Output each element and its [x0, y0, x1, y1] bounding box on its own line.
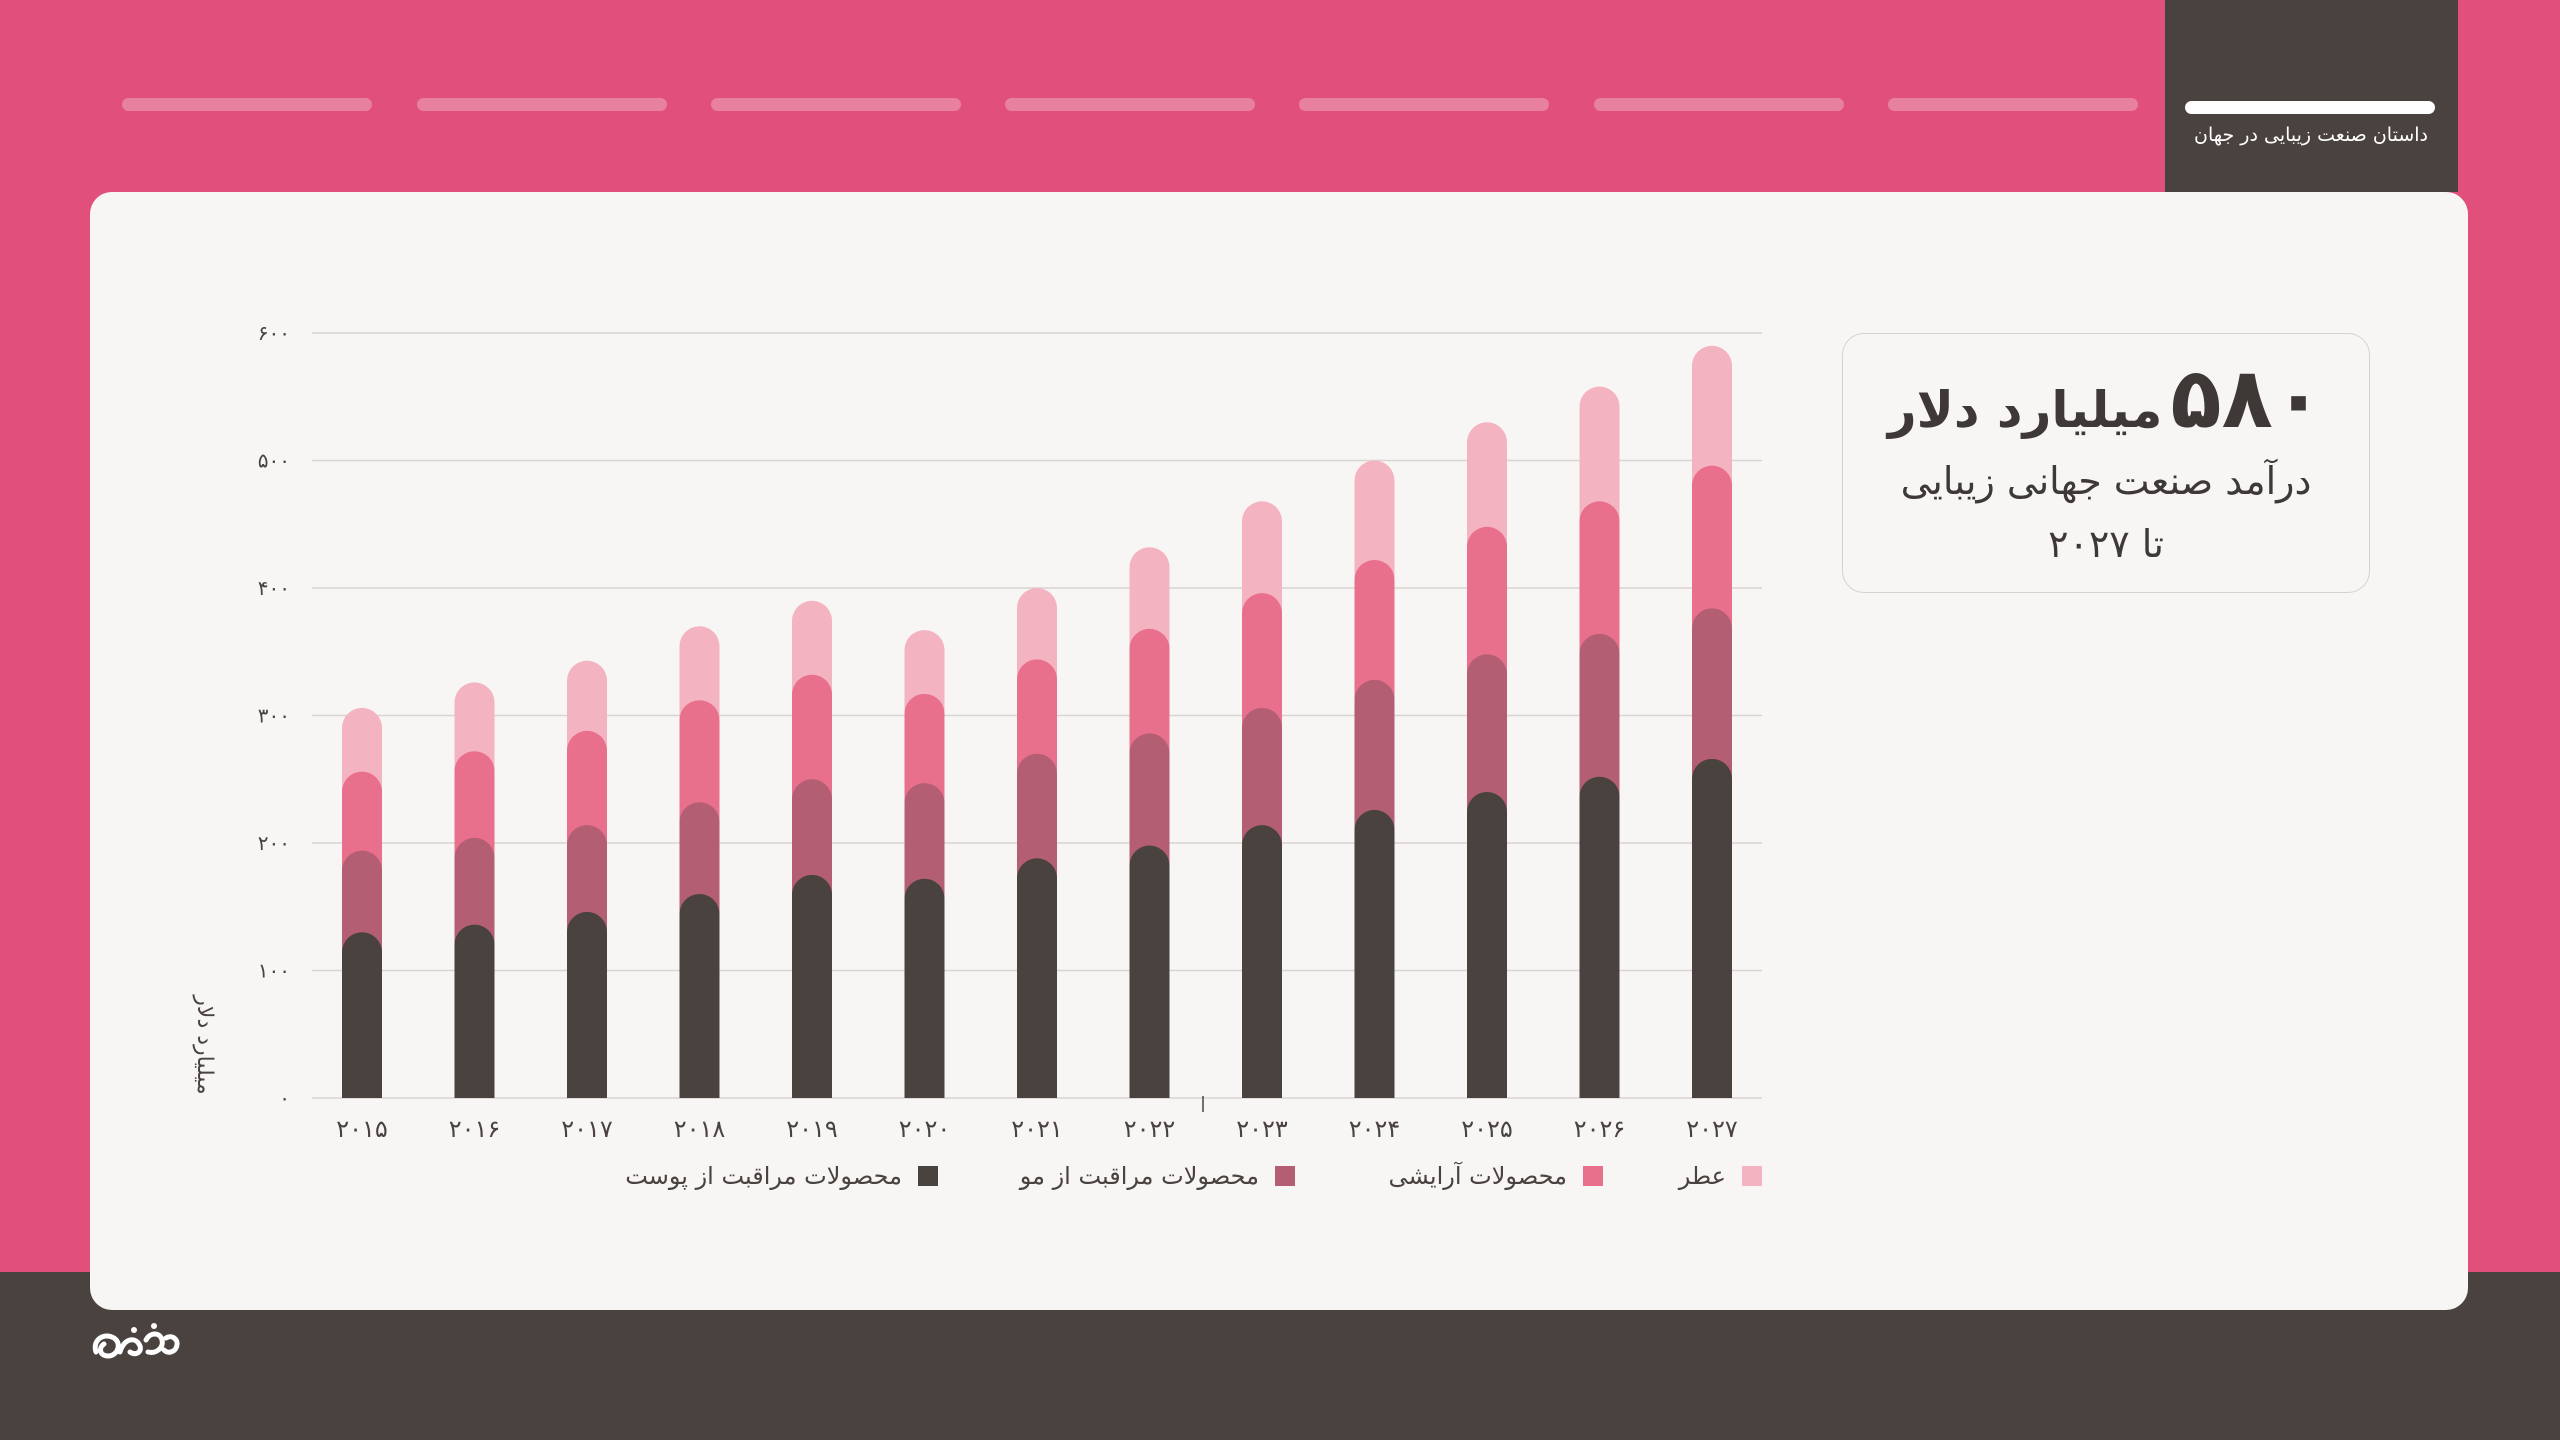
bar-segment: [1242, 1078, 1282, 1098]
x-tick-label: ۲۰۲۶: [1574, 1115, 1626, 1143]
x-tick-label: ۲۰۱۸: [674, 1115, 726, 1143]
legend-label[interactable]: محصولات آرایشی: [1389, 1161, 1568, 1190]
bar-segment: [1242, 825, 1282, 1098]
bar-segment: [567, 911, 607, 1098]
brand-logo-icon: [92, 1323, 180, 1359]
bar-segment: [904, 878, 945, 1098]
y-axis-label: میلیارد دلار: [192, 994, 217, 1094]
x-tick-label: ۲۰۱۶: [449, 1115, 501, 1143]
bar-segment: [1129, 845, 1170, 1098]
progress-segment[interactable]: [1299, 98, 1549, 111]
y-tick-label: ۲۰۰: [258, 831, 290, 855]
bar-segment: [567, 1078, 607, 1098]
legend-label[interactable]: محصولات مراقبت از پوست: [625, 1162, 902, 1190]
bar-segment: [1354, 1078, 1395, 1098]
bar-segment: [1017, 1078, 1057, 1098]
y-tick-label: ۴۰۰: [258, 576, 290, 600]
info-big-number: ۵۸۰: [2170, 349, 2325, 447]
bar-segment: [342, 1078, 382, 1098]
x-tick-label: ۲۰۲۱: [1011, 1115, 1063, 1143]
bar-segment: [679, 894, 720, 1098]
x-tick-label: ۲۰۱۷: [561, 1115, 613, 1143]
bar-segment: [1579, 776, 1620, 1098]
y-tick-label: ۰: [279, 1086, 290, 1110]
y-tick-label: ۶۰۰: [258, 321, 290, 345]
y-tick-label: ۵۰۰: [258, 449, 290, 473]
bar-segment: [1017, 858, 1057, 1098]
info-box: ۵۸۰میلیارد دلار درآمد صنعت جهانی زیبایی …: [1842, 333, 2370, 593]
info-headline: ۵۸۰میلیارد دلار: [1843, 356, 2369, 440]
progress-segment[interactable]: [711, 98, 961, 111]
x-tick-label: ۲۰۲۰: [899, 1115, 951, 1143]
legend-swatch[interactable]: [1583, 1166, 1603, 1186]
legend-swatch[interactable]: [1275, 1166, 1295, 1186]
bar-segment: [1467, 792, 1507, 1098]
x-tick-label: ۲۰۱۵: [336, 1115, 388, 1143]
legend-swatch[interactable]: [918, 1166, 938, 1186]
bar-segment: [1354, 809, 1395, 1098]
bar-segment: [679, 1078, 720, 1098]
legend-swatch[interactable]: [1742, 1166, 1762, 1186]
x-tick-label: ۲۰۲۴: [1349, 1115, 1401, 1143]
bar-segment: [1692, 1078, 1732, 1098]
bar-segment: [1579, 1078, 1620, 1098]
info-subtitle-line1: درآمد صنعت جهانی زیبایی: [1900, 459, 2312, 503]
story-title: داستان صنعت زیبایی در جهان: [2194, 124, 2428, 146]
bar-segment: [342, 932, 382, 1098]
x-tick-label: ۲۰۲۵: [1461, 1115, 1513, 1143]
y-tick-label: ۱۰۰: [258, 959, 290, 983]
bar-segment: [1692, 758, 1732, 1098]
info-unit: میلیارد دلار: [1887, 381, 2163, 439]
progress-segment[interactable]: [1005, 98, 1255, 111]
info-subtitle-line2: تا ۲۰۲۷: [2048, 521, 2164, 566]
bar-segment: [454, 924, 495, 1098]
progress-segment[interactable]: [1888, 98, 2138, 111]
progress-segment[interactable]: [122, 98, 372, 111]
active-story-tab[interactable]: داستان صنعت زیبایی در جهان: [2165, 0, 2458, 192]
story-progress-bar: [122, 98, 2142, 114]
bar-segment: [1129, 1078, 1170, 1098]
y-tick-label: ۳۰۰: [258, 704, 290, 728]
x-tick-label: ۲۰۲۷: [1686, 1115, 1738, 1143]
info-subtitle: درآمد صنعت جهانی زیبایی تا ۲۰۲۷: [1843, 450, 2369, 575]
bar-segment: [792, 1078, 832, 1098]
bar-segment: [904, 1078, 945, 1098]
progress-segment-active[interactable]: [2185, 101, 2435, 114]
x-tick-label: ۲۰۲۳: [1236, 1115, 1288, 1143]
legend-label[interactable]: عطر: [1678, 1162, 1726, 1190]
progress-segment[interactable]: [417, 98, 667, 111]
bar-segment: [454, 1078, 495, 1098]
x-tick-label: ۲۰۱۹: [786, 1115, 838, 1143]
x-tick-label: ۲۰۲۲: [1124, 1115, 1176, 1143]
legend-label[interactable]: محصولات مراقبت از مو: [1019, 1162, 1259, 1190]
bar-segment: [1467, 1078, 1507, 1098]
bar-segment: [792, 874, 832, 1098]
progress-segment[interactable]: [1594, 98, 1844, 111]
